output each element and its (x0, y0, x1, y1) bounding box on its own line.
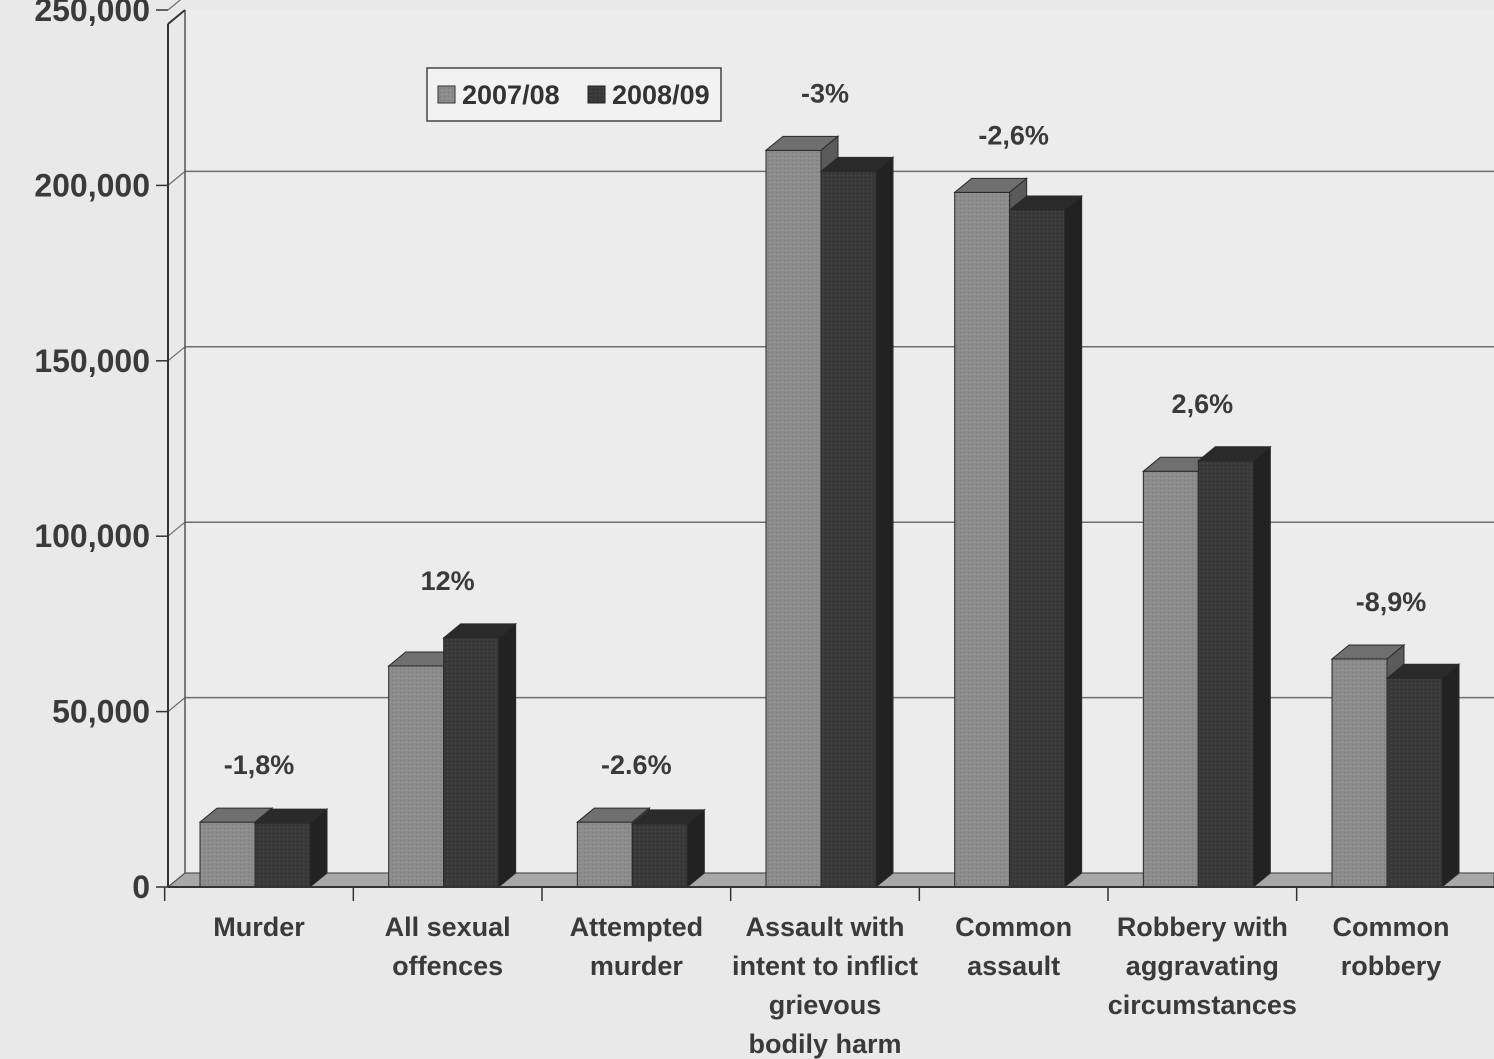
bar (1196, 445, 1272, 889)
change-label: 12% (421, 566, 475, 596)
legend-swatch-2008-09 (587, 85, 606, 104)
bar-side (1441, 663, 1460, 889)
y-tick-label: 100,000 (34, 518, 150, 554)
bar-side (1252, 445, 1271, 889)
bar-front (954, 191, 1011, 888)
bar-side (498, 622, 517, 889)
bar-front (199, 821, 256, 888)
bar-front (765, 149, 822, 888)
x-axis-category-labels: Murder All sexual offences Attempted murder A… (213, 912, 1449, 1059)
axes (156, 9, 1494, 901)
gridline-side (167, 170, 186, 186)
bar-front (443, 637, 500, 888)
bar-front (576, 821, 633, 888)
bar-front (388, 665, 445, 888)
bar (630, 808, 706, 889)
bar-side (686, 808, 705, 889)
bar-front (1142, 470, 1199, 888)
bar (819, 156, 895, 889)
change-labels: -1,8% 12% -2.6% -3% -2,6% 2,6% -8,9% (224, 78, 1427, 780)
gridline-side (167, 521, 186, 537)
bar (1385, 663, 1461, 889)
category-label: Common robbery (1333, 912, 1450, 981)
category-label: Assault with intent to inflict grievous bod… (732, 912, 918, 1059)
bar-side (1064, 194, 1083, 889)
legend-box (426, 67, 722, 122)
change-label: -2,6% (978, 120, 1049, 150)
category-label: Murder (213, 912, 305, 942)
change-label: -8,9% (1356, 587, 1427, 617)
y-tick-label: 200,000 (34, 167, 150, 203)
bar-side (309, 808, 328, 889)
bar-front (1331, 658, 1388, 888)
y-tick-label: 150,000 (34, 343, 150, 379)
y-axis-side-top (167, 9, 186, 25)
category-label: All sexual offences (385, 912, 511, 981)
change-label: -3% (801, 78, 849, 108)
y-tick-label: 250,000 (34, 0, 150, 28)
category-label: Common assault (955, 912, 1072, 981)
bar (1008, 194, 1084, 889)
bar (442, 622, 518, 889)
legend-label-2008-09: 2008/09 (612, 80, 710, 110)
y-tick-label: 50,000 (52, 694, 150, 730)
bar-front (254, 822, 311, 888)
gridline-side (167, 697, 186, 713)
y-axis-tick-labels: 0 50,000 100,000 150,000 200,000 250,000 (34, 0, 150, 905)
bar-front (1386, 677, 1443, 888)
category-label: Robbery with aggravating circumstances (1108, 912, 1297, 1020)
bars (198, 135, 1461, 889)
gridline-side (167, 346, 186, 362)
bar-front (1009, 209, 1066, 888)
change-label: 2,6% (1172, 389, 1234, 419)
bar-front (631, 823, 688, 888)
bar (253, 808, 329, 889)
bar-front (820, 170, 877, 888)
bar-side (875, 156, 894, 889)
gridline-side (167, 0, 182, 11)
category-label: Attempted murder (570, 912, 704, 981)
legend-swatch-2007-08 (437, 85, 456, 104)
change-label: -1,8% (224, 750, 295, 780)
bar-front (1197, 460, 1254, 888)
legend: 2007/08 2008/09 (426, 67, 722, 122)
change-label: -2.6% (601, 750, 672, 780)
legend-label-2007-08: 2007/08 (462, 80, 560, 110)
y-tick-label: 0 (132, 869, 150, 905)
